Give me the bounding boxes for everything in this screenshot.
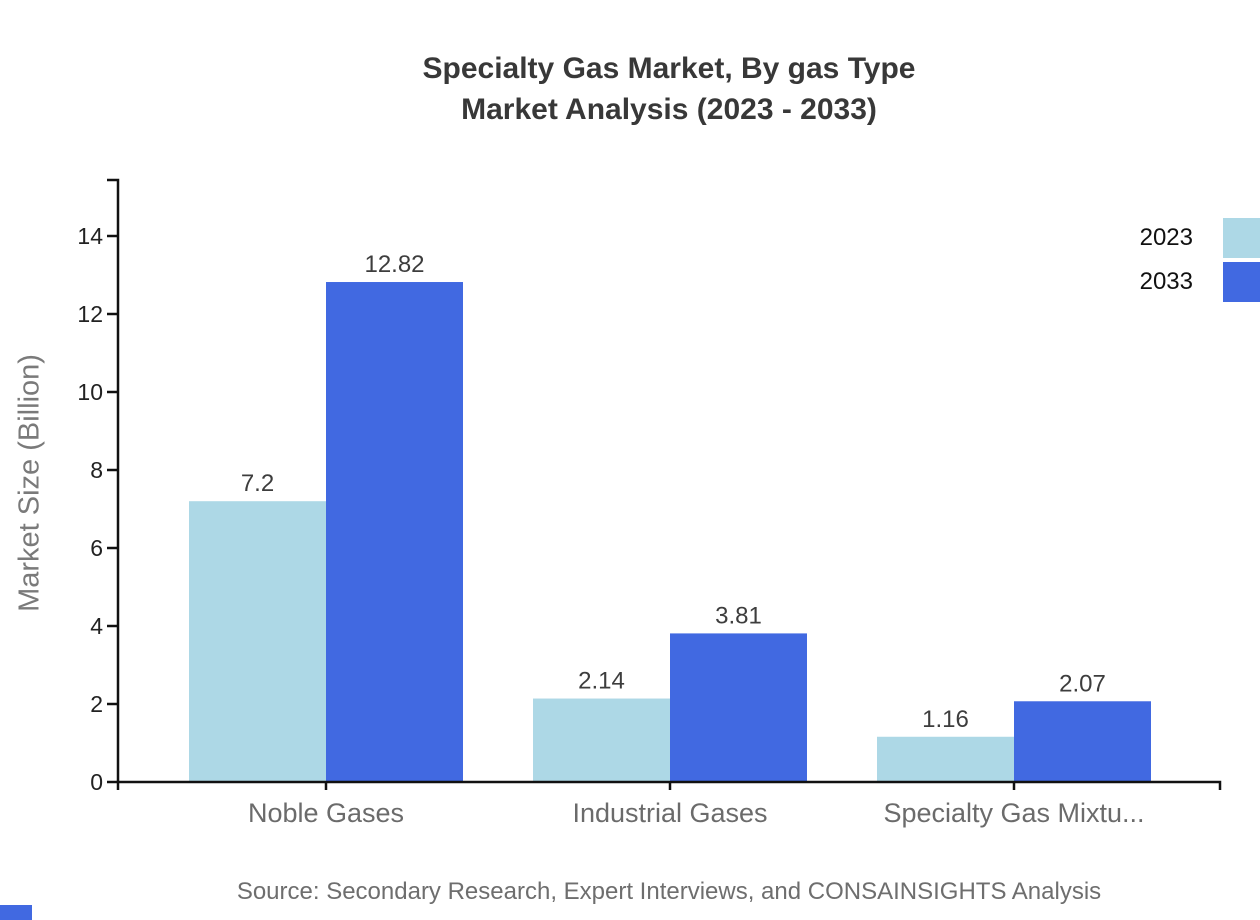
- y-tick-label: 8: [90, 457, 103, 483]
- y-axis-line: [107, 178, 120, 782]
- y-tick-label: 6: [90, 535, 103, 561]
- chart-title-line1: Specialty Gas Market, By gas Type: [422, 52, 916, 85]
- bar-2023-2[interactable]: [877, 736, 1014, 782]
- legend-item-2033[interactable]: 2033: [1140, 262, 1260, 302]
- y-tick-label: 2: [90, 691, 103, 717]
- bar-value-label: 7.2: [241, 470, 274, 497]
- bar-2033-0[interactable]: [326, 282, 463, 782]
- y-tick-label: 10: [77, 379, 103, 405]
- bar-2033-1[interactable]: [670, 633, 807, 782]
- x-category-label: Industrial Gases: [572, 798, 767, 828]
- legend-swatch-2033-icon: [1223, 262, 1260, 302]
- legend-label-2033: 2033: [1139, 268, 1193, 295]
- bar-value-label: 1.16: [922, 706, 969, 733]
- legend-item-2023[interactable]: 2023: [1140, 218, 1260, 258]
- brand-corner-mark: [0, 905, 32, 920]
- chart-title: Specialty Gas Market, By gas Type Market…: [78, 48, 1260, 130]
- bar-value-label: 2.07: [1059, 670, 1106, 697]
- y-tick-label: 14: [77, 223, 103, 249]
- chart-title-line2: Market Analysis (2023 - 2033): [461, 93, 877, 126]
- legend: 2023 2033: [1140, 218, 1260, 302]
- bar-2023-0[interactable]: [189, 501, 326, 782]
- x-category-label: Noble Gases: [248, 798, 404, 828]
- y-tick-label: 12: [77, 301, 103, 327]
- bar-value-label: 3.81: [715, 602, 762, 629]
- y-tick-label: 0: [90, 769, 103, 795]
- y-tick-label: 4: [90, 613, 103, 639]
- bar-value-label: 2.14: [578, 668, 625, 695]
- bar-2033-2[interactable]: [1014, 701, 1151, 782]
- source-caption: Source: Secondary Research, Expert Inter…: [236, 878, 1102, 905]
- bar-value-label: 12.82: [364, 251, 424, 278]
- bar-2023-1[interactable]: [533, 698, 670, 782]
- legend-swatch-2023-icon: [1223, 218, 1260, 258]
- x-category-label: Specialty Gas Mixtu...: [883, 798, 1144, 828]
- legend-label-2023: 2023: [1139, 224, 1193, 251]
